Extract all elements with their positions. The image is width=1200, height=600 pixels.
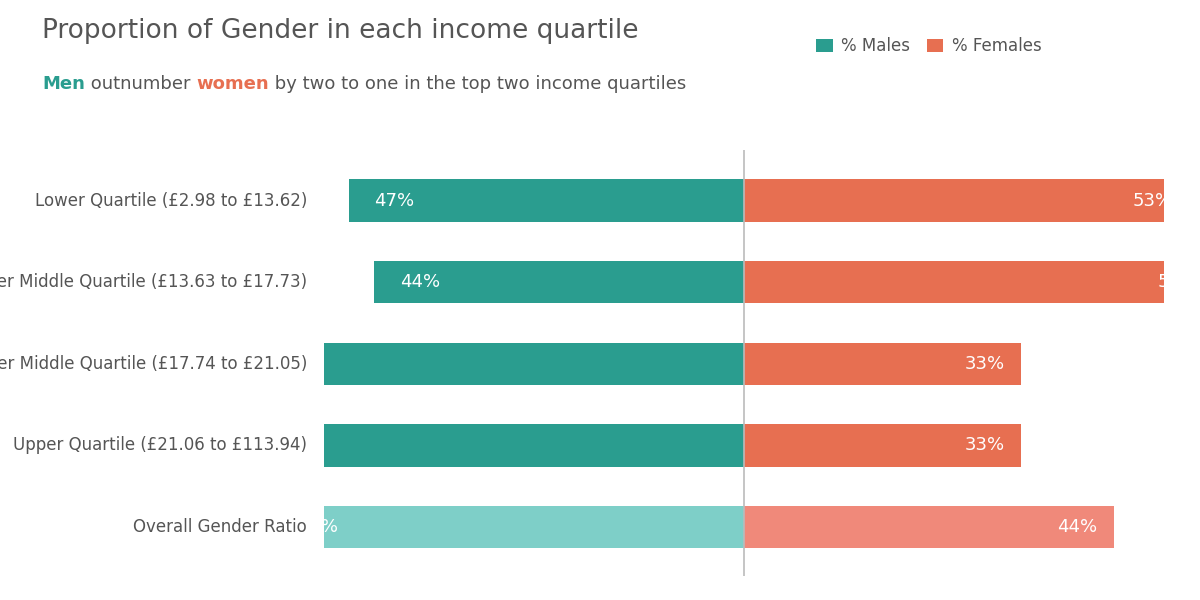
Text: 67%: 67% [206,436,246,454]
Text: 33%: 33% [965,355,1004,373]
Bar [181,343,744,385]
Bar [744,261,1200,304]
Legend: % Males, % Females: % Males, % Females [810,31,1048,62]
Text: 56%: 56% [299,518,338,536]
Bar [744,424,1021,467]
Bar [349,179,744,222]
Text: 44%: 44% [1057,518,1097,536]
Text: 67%: 67% [206,355,246,373]
Text: Proportion of Gender in each income quartile: Proportion of Gender in each income quar… [42,18,638,44]
Text: 44%: 44% [400,273,439,291]
Text: Upper Middle Quartile (£17.74 to £21.05): Upper Middle Quartile (£17.74 to £21.05) [0,355,307,373]
Text: 53%: 53% [1133,191,1172,209]
Bar [274,506,744,548]
Text: Lower Quartile (£2.98 to £13.62): Lower Quartile (£2.98 to £13.62) [35,191,307,209]
Text: Upper Quartile (£21.06 to £113.94): Upper Quartile (£21.06 to £113.94) [13,436,307,454]
Text: women: women [196,75,269,93]
Text: 47%: 47% [374,191,414,209]
Text: 56%: 56% [1158,273,1198,291]
Bar [744,506,1114,548]
Bar [181,424,744,467]
Text: 33%: 33% [965,436,1004,454]
Bar [744,343,1021,385]
Bar [744,179,1189,222]
Text: Overall Gender Ratio: Overall Gender Ratio [133,518,307,536]
Text: by two to one in the top two income quartiles: by two to one in the top two income quar… [269,75,686,93]
Text: Men: Men [42,75,85,93]
Bar [374,261,744,304]
Text: outnumber: outnumber [85,75,196,93]
Text: Lower Middle Quartile (£13.63 to £17.73): Lower Middle Quartile (£13.63 to £17.73) [0,273,307,291]
